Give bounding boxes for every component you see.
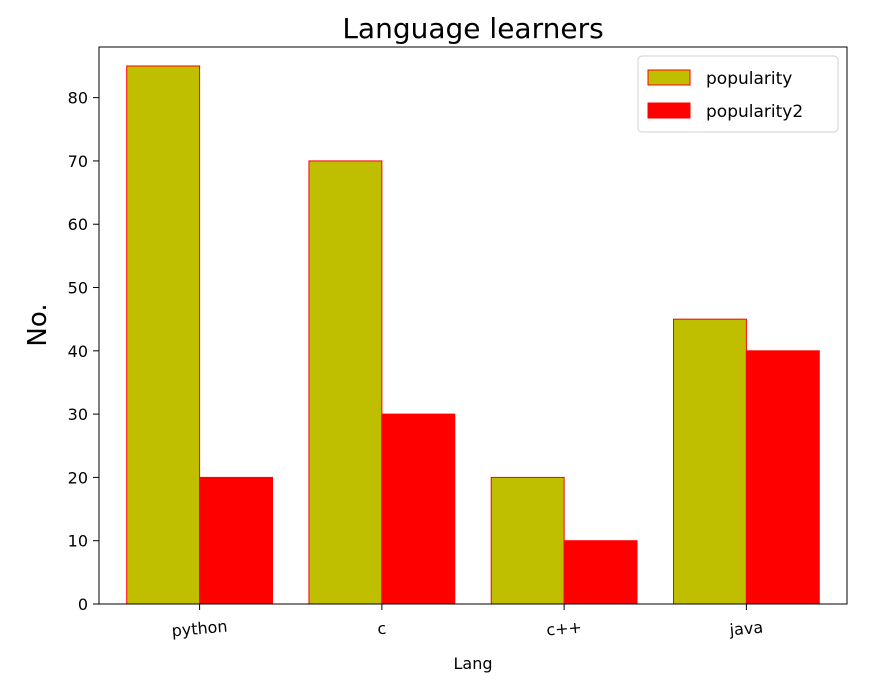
y-tick-label: 0 xyxy=(78,595,88,614)
plot-frame xyxy=(98,46,848,605)
bar-popularity2-c++ xyxy=(563,540,638,605)
legend-label-popularity2: popularity2 xyxy=(706,102,803,122)
bar-popularity-java xyxy=(672,318,747,605)
x-tick-label: python xyxy=(171,617,228,641)
bars-group xyxy=(126,65,820,605)
y-axis: 0 10 20 30 40 50 60 70 80 xyxy=(68,89,99,614)
legend-label-popularity: popularity xyxy=(706,69,792,89)
x-axis-label: Lang xyxy=(453,654,492,673)
y-tick-label: 70 xyxy=(68,152,88,171)
y-tick-label: 50 xyxy=(68,279,88,298)
y-tick-label: 20 xyxy=(68,468,88,487)
x-axis: python c c++ java xyxy=(171,604,764,640)
legend-swatch-popularity2 xyxy=(647,102,691,119)
y-tick-label: 10 xyxy=(68,532,88,551)
y-tick-label: 60 xyxy=(68,215,88,234)
legend-swatch-popularity xyxy=(647,69,691,86)
x-tick-label: c++ xyxy=(546,617,583,639)
chart-title: Language learners xyxy=(342,12,603,45)
bar-popularity-c xyxy=(308,160,383,605)
y-tick-label: 30 xyxy=(68,405,88,424)
y-tick-label: 40 xyxy=(68,342,88,361)
bar-popularity-python xyxy=(126,65,201,605)
x-tick-label: c xyxy=(377,619,387,639)
y-axis-label: No. xyxy=(23,303,53,346)
bar-popularity2-c xyxy=(381,413,456,605)
bar-popularity2-java xyxy=(745,350,820,605)
bar-popularity-c++ xyxy=(490,476,565,605)
bar-popularity2-python xyxy=(199,476,274,605)
y-tick-label: 80 xyxy=(68,89,88,108)
x-tick-label: java xyxy=(728,618,764,640)
legend: popularity popularity2 xyxy=(637,55,839,133)
